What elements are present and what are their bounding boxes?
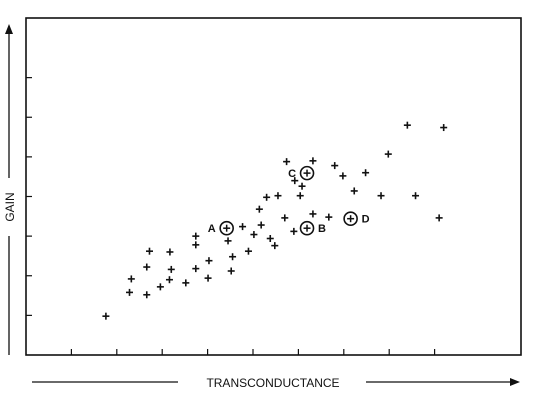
annotation-label: A [208,223,216,235]
data-point [290,227,298,235]
data-points [102,121,448,320]
annotation-label: D [362,214,370,226]
data-point [325,213,333,221]
annotation-circle [343,211,358,226]
data-point [102,312,110,320]
x-axis-arrowhead [510,378,520,386]
annotation-circle [299,220,315,236]
data-point [263,193,271,201]
data-point [331,162,339,170]
data-point [291,177,299,185]
annotated-point-a: A [208,220,234,236]
data-point [145,247,153,255]
data-point [266,235,274,243]
annotation-label: C [288,168,296,180]
data-point [166,248,174,256]
data-point [283,158,291,166]
y-axis-label: GAIN [3,192,17,221]
data-point [167,265,175,273]
point-annotations: A B C D [208,165,370,236]
data-point [377,192,385,200]
data-point [126,288,134,296]
x-axis-label: TRANSCONDUCTANCE [206,376,339,390]
data-point [309,157,317,165]
data-point [192,241,200,249]
data-point [244,247,252,255]
annotation-label: B [318,223,326,235]
data-point [224,237,232,245]
data-point [362,169,370,177]
data-point [205,257,213,265]
axis-ticks [26,77,436,355]
data-point [440,124,448,132]
data-point [384,150,392,158]
data-point [204,274,212,282]
data-point [281,214,289,222]
data-point [229,253,237,261]
data-point [255,205,263,213]
data-point [412,192,420,200]
annotation-circle [299,165,315,181]
data-point [350,187,358,195]
annotated-point-b: B [299,220,326,236]
data-point [271,242,279,250]
data-point [192,232,200,240]
data-point [192,265,200,273]
data-point [182,279,190,287]
y-axis-arrowhead [5,24,13,34]
data-point [274,192,282,200]
data-point [239,223,247,231]
data-point [250,231,258,239]
annotation-circle [219,220,234,236]
data-point [296,192,304,200]
data-point [143,291,151,299]
annotated-point-c: C [288,165,315,181]
data-point [257,221,265,229]
plot-frame [25,17,522,356]
data-point [156,283,164,291]
data-point [143,263,151,271]
data-point [127,275,135,283]
data-point [227,267,235,275]
annotated-point-d: D [343,211,370,226]
data-point [435,214,443,222]
data-point [339,172,347,180]
data-point [403,121,411,129]
data-point [165,276,173,284]
data-point [309,210,317,218]
data-point [298,182,306,190]
